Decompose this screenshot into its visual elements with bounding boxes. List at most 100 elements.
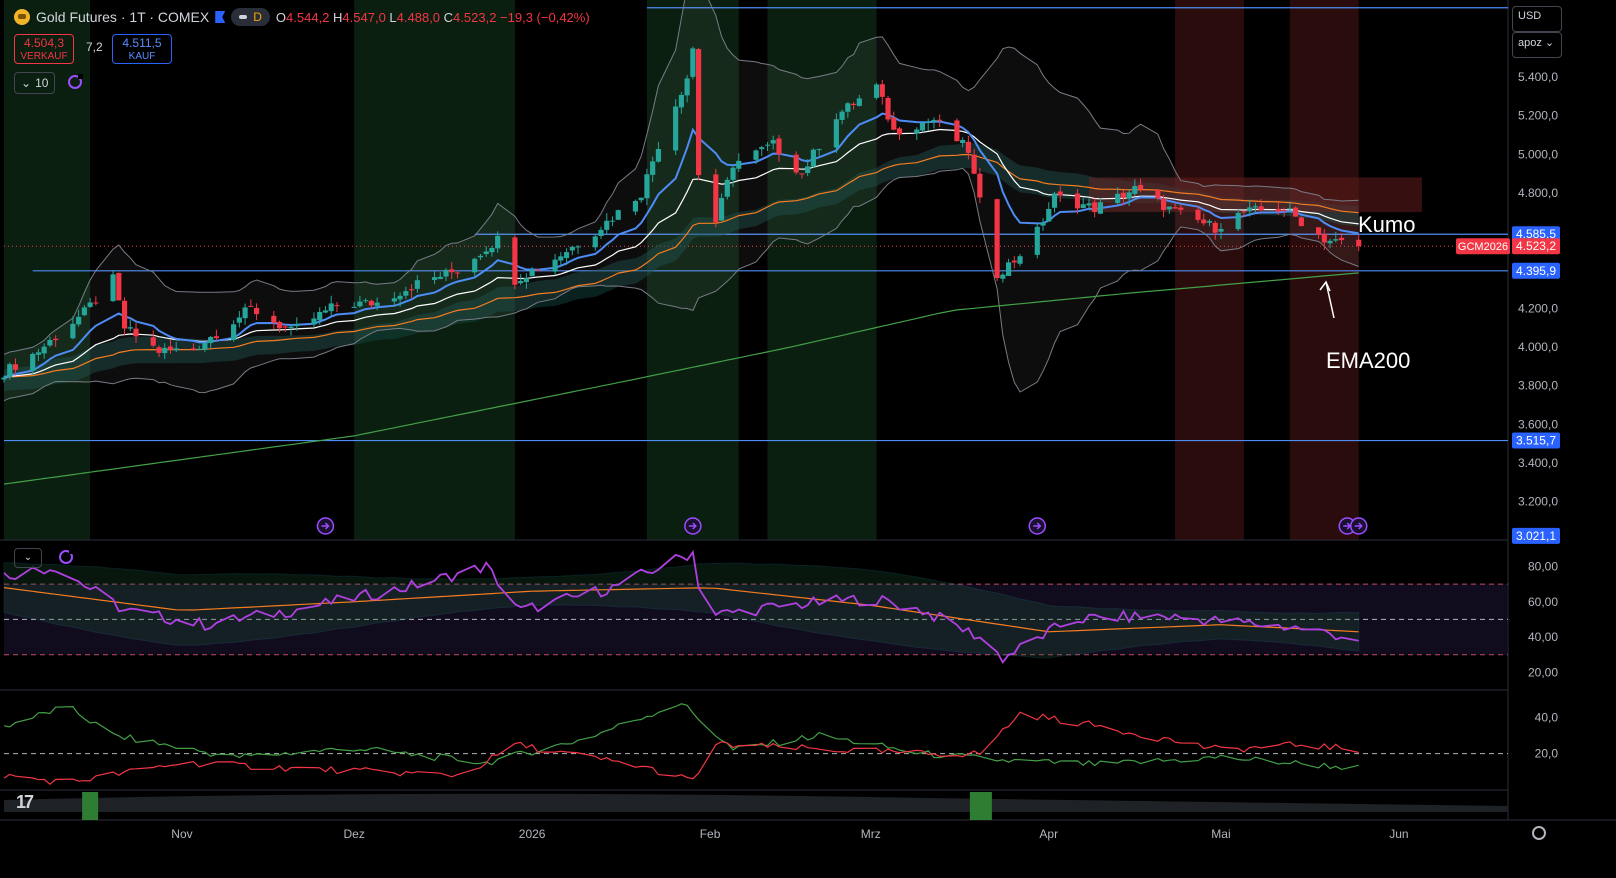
candle-body (483, 251, 489, 254)
candle-body (1155, 189, 1161, 199)
pane-collapse-button[interactable]: ⌄ (14, 548, 42, 568)
candle-body (1172, 207, 1178, 209)
candle-body (408, 289, 415, 291)
candle-body (1138, 185, 1144, 190)
candle-body (1057, 191, 1063, 196)
buy-button[interactable]: 4.511,5 KAUF (112, 34, 172, 64)
high-value: 4.547,0 (342, 9, 386, 25)
candle-body (885, 97, 891, 120)
bollinger-upper (3, 0, 1359, 355)
candle-body (1097, 202, 1104, 214)
candle-body (1281, 209, 1287, 211)
candle-body (839, 111, 845, 120)
high-label: H (333, 9, 343, 25)
candle-body (1120, 192, 1126, 198)
close-label: C (443, 9, 454, 25)
x-tick-label: Mrz (861, 827, 881, 841)
x-tick-label: Apr (1039, 827, 1058, 841)
candle-body (845, 103, 851, 112)
event-markers (316, 517, 1368, 535)
candle-body (1247, 207, 1253, 212)
candle-body (833, 119, 839, 148)
y-tick-label: 3.600,0 (1518, 417, 1558, 431)
candle-body (638, 197, 644, 201)
dmi-tick-label: 20,0 (1535, 747, 1559, 761)
candle-body (7, 364, 13, 378)
flag-icon[interactable] (215, 11, 226, 23)
candle-body (1338, 237, 1345, 241)
candle-body (30, 353, 36, 371)
candle-body (1298, 217, 1304, 226)
symbol-title[interactable]: Gold Futures · 1T · COMEX (36, 9, 210, 25)
sell-button[interactable]: 4.504,3 VERKAUF (14, 34, 74, 64)
candle-body (592, 236, 598, 248)
candle-body (753, 150, 759, 160)
sell-price: 4.504,3 (23, 36, 65, 50)
candle-body (1327, 240, 1333, 244)
indicators-toggle[interactable]: ⌄ 10 (14, 72, 56, 94)
candle-body (282, 326, 288, 328)
rsi-tick-label: 20,00 (1528, 665, 1558, 679)
candle-body (971, 154, 977, 174)
tradingview-logo[interactable]: 17 (16, 792, 34, 812)
candle-body (208, 336, 214, 344)
candle-body (116, 272, 122, 301)
candle-body (604, 220, 610, 230)
candle-body (1293, 207, 1299, 217)
candle-body (937, 119, 943, 121)
candle-body (242, 307, 248, 319)
close-value: 4.523,2 (453, 9, 497, 25)
interval-pill[interactable]: D (231, 8, 270, 26)
volume-highlight (82, 792, 99, 820)
candle-body (162, 347, 168, 354)
rsi-tick-label: 60,00 (1528, 595, 1558, 609)
rsi-pane (3, 549, 1508, 664)
candle-body (1235, 212, 1241, 230)
candle-body (1080, 204, 1086, 209)
candle-body (1258, 206, 1264, 211)
candle-body (1000, 274, 1006, 279)
candlesticks (1, 46, 1362, 383)
indicator-count: 10 (35, 76, 49, 90)
y-tick-label: 5.400,0 (1518, 70, 1558, 84)
low-label: L (389, 9, 397, 25)
candle-body (770, 140, 776, 144)
candle-body (1132, 186, 1138, 194)
candle-body (334, 305, 340, 307)
price-label: 3.515,7 (1516, 434, 1556, 448)
zone-green (4, 0, 91, 540)
scale-mode-select[interactable]: apoz ⌄ (1512, 32, 1562, 58)
sync-icon[interactable] (68, 74, 83, 89)
candle-body (759, 147, 765, 150)
candle-body (477, 255, 484, 258)
candle-body (776, 138, 782, 155)
y-tick-label: 3.400,0 (1518, 456, 1558, 470)
currency-select[interactable]: USD (1512, 6, 1562, 32)
x-tick-label: Mai (1211, 827, 1230, 841)
pane-sync-icon[interactable] (59, 549, 74, 564)
background-zones (4, 0, 1359, 540)
y-tick-label: 4.800,0 (1518, 186, 1558, 200)
candle-body (632, 201, 639, 212)
candle-body (133, 328, 139, 337)
candle-body (236, 317, 242, 323)
candle-body (919, 122, 926, 131)
candle-body (518, 280, 524, 284)
spread-value: 7,2 (86, 40, 103, 54)
candle-body (558, 256, 564, 261)
candle-body (173, 348, 179, 351)
candle-body (960, 140, 966, 144)
zone-green (646, 0, 739, 540)
minus-di-line (3, 711, 1359, 785)
gridlines (0, 0, 1616, 821)
candle-body (655, 148, 661, 162)
candle-body (495, 235, 501, 249)
price-label-box (1512, 238, 1560, 255)
candle-body (253, 307, 260, 315)
candle-body (437, 276, 443, 280)
price-label: 4.395,9 (1516, 264, 1556, 278)
candle-body (609, 220, 616, 222)
candle-body (328, 303, 334, 312)
gear-icon[interactable] (1532, 826, 1546, 840)
